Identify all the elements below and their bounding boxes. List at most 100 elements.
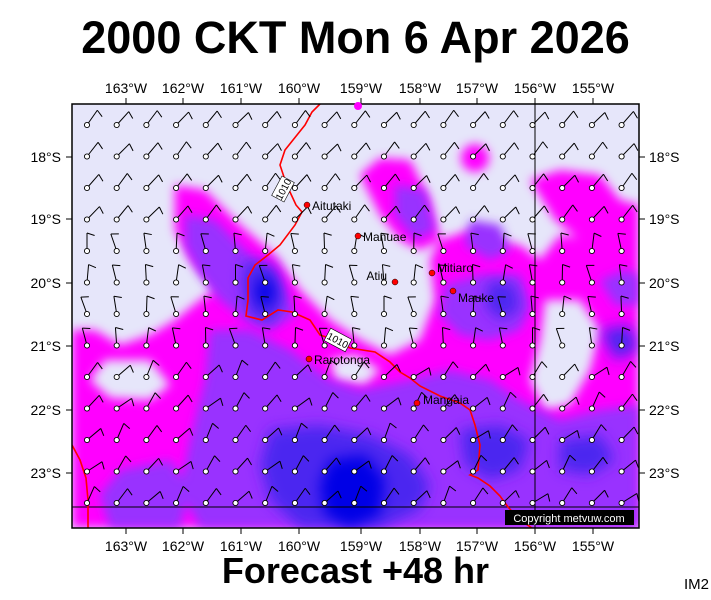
wind-barb <box>470 205 490 223</box>
graticule <box>72 104 639 528</box>
wind-barb <box>321 490 342 507</box>
wind-barb <box>143 232 152 255</box>
svg-text:155°W: 155°W <box>572 80 615 96</box>
wind-barb <box>262 361 281 381</box>
lon-labels-top: 163°W 162°W 161°W 160°W 159°W 158°W 157°… <box>105 80 615 96</box>
svg-text:163°W: 163°W <box>105 538 148 554</box>
wind-barb <box>83 428 105 444</box>
wind-barb <box>202 364 223 381</box>
wind-barb <box>83 362 103 381</box>
wind-barb <box>380 232 389 255</box>
svg-text:157°W: 157°W <box>456 80 499 96</box>
wind-barb <box>559 295 572 318</box>
wind-barb <box>380 422 397 444</box>
wind-barb <box>321 295 335 318</box>
wind-barb <box>555 327 566 349</box>
svg-text:23°S: 23°S <box>649 465 680 481</box>
wind-barb <box>260 296 269 318</box>
wind-barb <box>470 232 479 255</box>
wind-barb <box>113 455 132 475</box>
wind-barb <box>173 427 194 444</box>
wind-barb <box>171 327 181 349</box>
svg-text:Aitutaki: Aitutaki <box>312 199 351 213</box>
wind-barb <box>321 359 338 381</box>
wind-barb <box>438 264 448 286</box>
wind-barb <box>202 327 214 349</box>
svg-text:156°W: 156°W <box>514 80 557 96</box>
wind-barb <box>410 232 422 255</box>
wind-barb <box>440 109 459 129</box>
wind-barb <box>410 490 431 507</box>
svg-text:20°S: 20°S <box>30 275 61 291</box>
wind-barb <box>499 424 518 444</box>
wind-barb <box>499 490 520 507</box>
wind-barb <box>440 295 449 318</box>
wind-barb <box>232 392 250 412</box>
place-rarotonga: Rarotonga <box>305 353 370 367</box>
svg-text:22°S: 22°S <box>30 402 61 418</box>
wind-barb <box>291 397 313 412</box>
wind-barb <box>499 206 520 223</box>
wind-barb <box>173 486 190 507</box>
wind-barb <box>527 233 536 255</box>
wind-barb <box>470 487 489 507</box>
wind-barb <box>232 205 253 223</box>
wind-barb <box>587 295 596 318</box>
copyright-box: Copyright metvuw.com <box>505 510 634 525</box>
wind-barb <box>618 172 638 192</box>
map-title: 2000 CKT Mon 6 Apr 2026 <box>81 12 630 63</box>
svg-text:Copyright metvuw.com: Copyright metvuw.com <box>513 513 624 525</box>
place-atiu: Atiu <box>366 269 399 286</box>
wind-barb <box>173 232 185 255</box>
wind-barb <box>559 142 579 160</box>
wind-barb <box>498 327 508 349</box>
wind-barb <box>291 264 301 286</box>
wind-barb <box>83 109 103 129</box>
svg-text:18°S: 18°S <box>649 149 680 165</box>
wind-barb <box>143 174 163 192</box>
wind-barb <box>170 296 180 318</box>
wind-barb <box>440 460 461 475</box>
wind-barb <box>380 295 392 318</box>
wind-barb <box>588 457 608 475</box>
wind-barb <box>351 427 372 444</box>
svg-text:Mauke: Mauke <box>458 291 494 305</box>
wind-barb <box>351 204 370 223</box>
wind-barb <box>470 173 489 192</box>
wind-barb <box>588 232 602 255</box>
wind-barb <box>440 394 460 412</box>
wind-barb <box>529 141 549 160</box>
wind-barb <box>440 206 461 223</box>
place-markers: Aitutaki Manuae Atiu Mitiaro Mauke Rarot… <box>303 199 494 407</box>
wind-barb <box>143 206 164 223</box>
wind-barb <box>143 457 163 475</box>
wind-barb <box>499 457 519 475</box>
wind-barb <box>262 460 283 475</box>
wind-barb <box>173 205 193 223</box>
wind-barb <box>202 110 222 129</box>
wind-barb <box>470 295 482 318</box>
wind-barb <box>202 204 222 223</box>
svg-text:Rarotonga: Rarotonga <box>314 353 370 367</box>
wind-barb <box>321 143 342 160</box>
wind-barb <box>83 142 103 160</box>
wind-barb <box>529 493 551 507</box>
wind-barb <box>113 143 134 160</box>
wind-barb <box>83 394 104 412</box>
wind-barb <box>407 296 417 318</box>
wind-barb <box>440 361 459 381</box>
wind-barb <box>202 295 212 318</box>
wind-barb <box>529 173 549 192</box>
wind-barb <box>143 425 163 444</box>
wind-barb <box>351 485 368 507</box>
wind-barb <box>321 392 339 412</box>
wind-barb <box>110 233 120 255</box>
wind-barb <box>350 295 359 318</box>
wind-barb <box>232 295 245 318</box>
wind-barb <box>232 424 252 444</box>
svg-text:159°W: 159°W <box>340 538 383 554</box>
tick-marks <box>66 98 645 534</box>
wind-barb <box>380 173 401 192</box>
wind-barb <box>470 363 490 381</box>
wind-barb <box>202 142 223 160</box>
